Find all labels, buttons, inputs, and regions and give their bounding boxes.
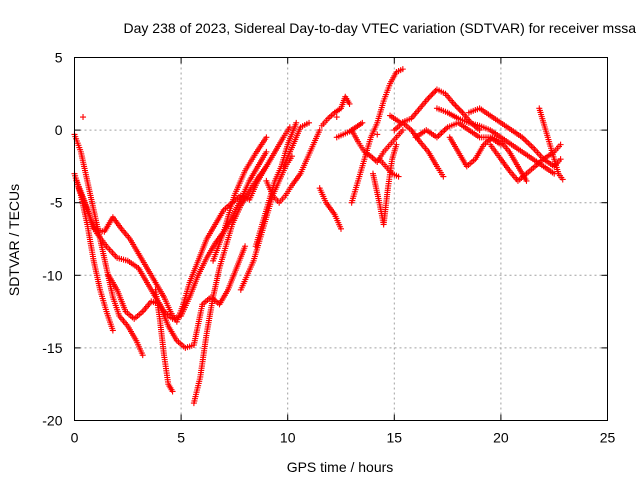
y-tick-label: -5 — [50, 195, 63, 211]
data-point-track-25 — [557, 156, 564, 163]
data-point-outliers — [237, 196, 244, 203]
data-point-track-15 — [359, 119, 366, 126]
chart-title: Day 238 of 2023, Sidereal Day-to-day VTE… — [124, 20, 637, 36]
data-point-track-11 — [316, 127, 323, 134]
ticks-layer: 0 5 10 15 20 25 5 0 -5 -10 -15 -20 — [42, 50, 615, 446]
data-point-track-8 — [263, 134, 270, 141]
x-tick-label: 5 — [177, 430, 185, 446]
data-point-outliers — [333, 114, 340, 121]
x-tick-label: 10 — [280, 430, 296, 446]
data-point-outliers — [374, 131, 381, 138]
y-tick-label: 5 — [55, 50, 63, 66]
data-point-track-10 — [293, 119, 300, 126]
data-point-track-4 — [263, 148, 270, 155]
data-point-track-27 — [559, 176, 566, 183]
data-point-track-1 — [139, 352, 146, 359]
data-point-track-26 — [557, 141, 564, 148]
data-point-track-19 — [395, 173, 402, 180]
y-tick-label: 0 — [55, 122, 63, 138]
data-point-track-18 — [393, 141, 400, 148]
data-point-track-13 — [338, 225, 344, 232]
plot-frame — [74, 57, 608, 421]
grid-layer — [74, 57, 608, 421]
x-tick-label: 25 — [600, 430, 616, 446]
data-point-track-12 — [306, 119, 313, 126]
x-tick-label: 0 — [71, 430, 79, 446]
data-point-track-20 — [440, 173, 447, 180]
data-point-track-17 — [399, 66, 406, 73]
data-point-track-6 — [169, 388, 176, 395]
data-point-track-24 — [523, 177, 530, 184]
data-point-track-2 — [109, 327, 116, 334]
x-tick-label: 20 — [493, 430, 509, 446]
data-point-track-7 — [263, 163, 270, 170]
data-point-track-14 — [346, 100, 353, 107]
data-point-track-16 — [399, 127, 406, 134]
y-axis-label: SDTVAR / TECUs — [6, 184, 22, 296]
points-layer — [71, 66, 566, 407]
data-point-track-5 — [242, 243, 249, 250]
y-tick-label: -20 — [42, 413, 62, 429]
y-tick-label: -10 — [42, 267, 62, 283]
x-tick-label: 15 — [387, 430, 403, 446]
y-tick-label: -15 — [42, 340, 62, 356]
x-axis-label: GPS time / hours — [287, 459, 394, 475]
data-point-outliers — [80, 114, 87, 121]
